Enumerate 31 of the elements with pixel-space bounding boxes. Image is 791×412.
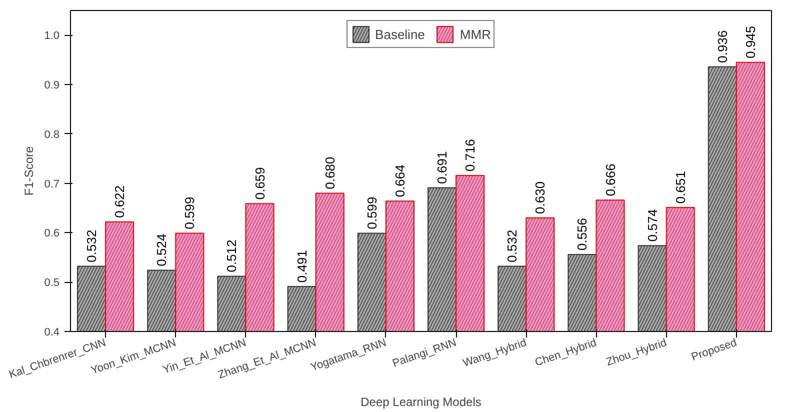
- data-label: 0.599: [182, 196, 198, 230]
- legend-label: MMR: [460, 26, 491, 42]
- data-label: 0.651: [672, 171, 688, 204]
- data-label: 0.556: [574, 218, 590, 251]
- y-tick-label: 1.0: [44, 30, 60, 42]
- legend-label: Baseline: [375, 26, 425, 42]
- data-label: 0.716: [462, 138, 478, 172]
- y-tick-label: 0.9: [44, 80, 60, 92]
- data-label: 0.664: [392, 164, 408, 198]
- data-label: 0.630: [532, 181, 548, 214]
- y-tick-label: 0.7: [44, 178, 60, 190]
- data-label: 0.574: [644, 209, 660, 242]
- y-axis-title: F1-Score: [22, 146, 36, 196]
- x-axis-title: Deep Learning Models: [360, 395, 482, 410]
- data-label: 0.691: [434, 151, 450, 184]
- data-label: 0.599: [364, 196, 380, 230]
- data-label: 0.936: [714, 30, 730, 63]
- y-tick-label: 0.6: [44, 228, 60, 240]
- y-tick-label: 0.5: [44, 277, 60, 290]
- data-label: 0.659: [252, 167, 268, 200]
- data-label: 0.491: [294, 250, 310, 283]
- data-label: 0.512: [224, 240, 240, 272]
- data-label: 0.680: [322, 156, 338, 190]
- data-label: 0.622: [112, 185, 128, 218]
- data-label: 0.666: [602, 164, 618, 196]
- data-label: 0.524: [154, 234, 170, 266]
- data-label: 0.532: [504, 230, 520, 262]
- y-tick-label: 0.4: [44, 326, 60, 338]
- y-tick-label: 0.8: [44, 128, 60, 141]
- data-label: 0.532: [84, 230, 100, 262]
- data-label: 0.945: [742, 26, 758, 58]
